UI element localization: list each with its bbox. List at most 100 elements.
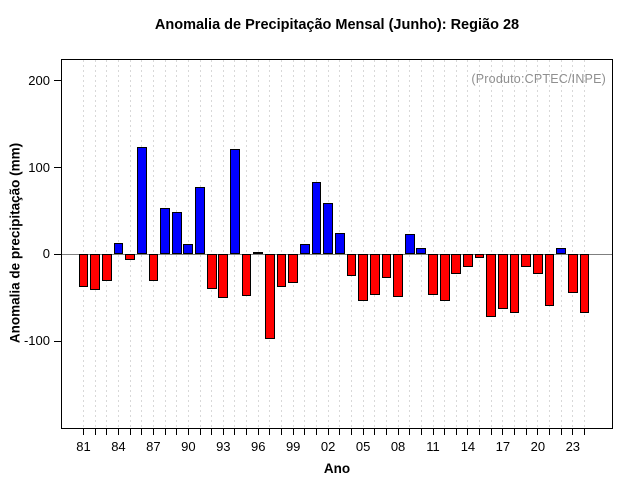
bar-2005 bbox=[358, 254, 368, 302]
bar-1994 bbox=[230, 148, 240, 255]
bar-2000 bbox=[299, 244, 310, 255]
x-tick-2017 bbox=[502, 429, 504, 435]
bar-1987 bbox=[148, 254, 159, 282]
bar-1986 bbox=[136, 146, 147, 255]
gridline-1987 bbox=[152, 60, 154, 428]
gridline-1995 bbox=[246, 60, 248, 428]
x-tick-1993 bbox=[222, 429, 224, 435]
x-tick-1997 bbox=[269, 429, 271, 435]
bar-1983 bbox=[101, 254, 112, 282]
bar-2001 bbox=[311, 181, 322, 255]
x-tick-1981 bbox=[83, 429, 84, 435]
x-tick-1988 bbox=[164, 429, 166, 435]
gridline-2008 bbox=[397, 60, 399, 428]
x-tick-label-2005: 05 bbox=[355, 439, 371, 454]
bar-2011 bbox=[428, 254, 438, 296]
bar-2024 bbox=[579, 254, 590, 314]
bar-2008 bbox=[393, 254, 403, 297]
gridline-1982 bbox=[94, 60, 96, 428]
gridline-2019 bbox=[525, 60, 527, 428]
x-tick-2016 bbox=[490, 429, 492, 435]
bar-2004 bbox=[346, 254, 357, 277]
x-tick-2004 bbox=[350, 429, 352, 435]
y-tick-100 bbox=[54, 167, 61, 169]
x-tick-1998 bbox=[281, 429, 283, 435]
gridline-2015 bbox=[479, 60, 481, 428]
x-tick-2012 bbox=[444, 429, 446, 435]
x-tick-1982 bbox=[94, 429, 96, 435]
y-tick-0 bbox=[54, 253, 61, 255]
bar-2015 bbox=[474, 254, 485, 258]
bar-1997 bbox=[265, 254, 275, 339]
gridline-2011 bbox=[432, 60, 434, 428]
y-tick--100 bbox=[54, 340, 61, 342]
gridline-2018 bbox=[514, 60, 516, 428]
bar-1993 bbox=[218, 254, 229, 298]
bar-1996 bbox=[253, 251, 264, 255]
x-tick-1989 bbox=[176, 429, 178, 435]
x-tick-2001 bbox=[316, 429, 317, 435]
bar-1988 bbox=[160, 207, 170, 255]
x-tick-2015 bbox=[479, 429, 481, 435]
x-tick-2005 bbox=[362, 429, 364, 435]
x-tick-label-1984: 84 bbox=[111, 439, 126, 454]
x-tick-2009 bbox=[409, 429, 411, 435]
x-tick-1995 bbox=[246, 429, 248, 435]
bar-1998 bbox=[276, 254, 287, 287]
bar-2016 bbox=[486, 254, 497, 317]
zero-line bbox=[62, 253, 612, 255]
gridline-1985 bbox=[129, 60, 131, 428]
bar-1985 bbox=[125, 254, 135, 260]
x-tick-2010 bbox=[420, 429, 422, 435]
gridline-1983 bbox=[106, 60, 108, 428]
x-tick-label-2014: 14 bbox=[460, 439, 476, 454]
bar-1999 bbox=[288, 254, 299, 284]
x-tick-1991 bbox=[199, 429, 201, 435]
x-tick-1999 bbox=[292, 429, 294, 435]
bar-2010 bbox=[416, 248, 427, 255]
bar-2014 bbox=[463, 254, 473, 268]
bar-1995 bbox=[241, 254, 252, 297]
gridline-2012 bbox=[444, 60, 446, 428]
bar-2018 bbox=[509, 254, 520, 314]
bar-1984 bbox=[113, 243, 124, 255]
x-tick-1992 bbox=[211, 429, 213, 435]
x-tick-2019 bbox=[525, 429, 527, 435]
bar-1991 bbox=[195, 186, 205, 255]
x-tick-1984 bbox=[117, 429, 119, 435]
x-tick-1985 bbox=[129, 429, 131, 435]
gridline-2016 bbox=[490, 60, 492, 428]
gridline-2005 bbox=[362, 60, 364, 428]
bar-2020 bbox=[532, 254, 543, 275]
gridline-2020 bbox=[537, 60, 539, 428]
x-tick-2023 bbox=[572, 429, 574, 435]
gridline-2023 bbox=[572, 60, 574, 428]
x-tick-label-2002: 02 bbox=[320, 439, 336, 454]
gridline-2004 bbox=[350, 60, 352, 428]
y-tick-200 bbox=[54, 80, 61, 82]
x-axis-title: Ano bbox=[323, 461, 351, 476]
gridline-2024 bbox=[583, 60, 585, 428]
x-tick-2022 bbox=[560, 429, 562, 435]
y-tick-label-200: 200 bbox=[28, 72, 50, 88]
gridline-1998 bbox=[281, 60, 283, 428]
x-tick-1983 bbox=[106, 429, 108, 435]
x-tick-1994 bbox=[234, 429, 236, 435]
x-tick-2002 bbox=[327, 429, 329, 435]
gridline-1981 bbox=[83, 60, 84, 428]
y-tick-label--100: -100 bbox=[23, 333, 50, 349]
gridline-1996 bbox=[257, 60, 259, 428]
x-tick-label-2011: 11 bbox=[426, 439, 440, 454]
x-tick-label-2020: 20 bbox=[530, 439, 546, 454]
gridline-1993 bbox=[222, 60, 224, 428]
bar-2012 bbox=[439, 254, 450, 302]
bar-1981 bbox=[78, 254, 89, 287]
x-tick-2011 bbox=[432, 429, 434, 435]
gridline-2017 bbox=[502, 60, 504, 428]
gridline-1999 bbox=[292, 60, 294, 428]
x-tick-label-2017: 17 bbox=[495, 439, 511, 454]
y-tick-label-0: 0 bbox=[42, 246, 50, 262]
chart-title: Anomalia de Precipitação Mensal (Junho):… bbox=[154, 17, 520, 33]
x-tick-2018 bbox=[514, 429, 516, 435]
